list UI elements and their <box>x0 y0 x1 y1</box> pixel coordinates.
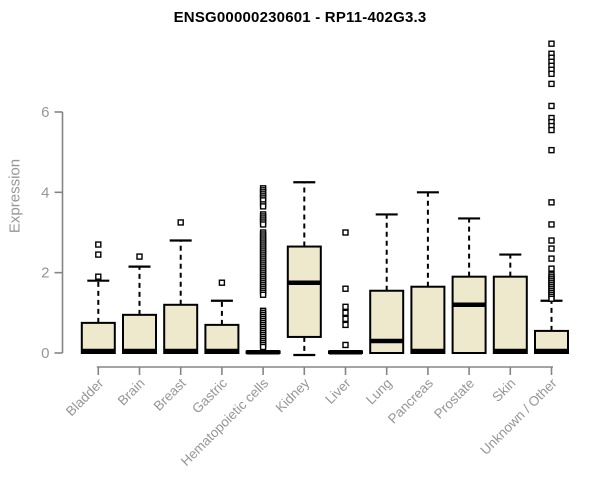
outlier-point <box>259 203 267 210</box>
outlier-point <box>342 229 349 236</box>
x-axis-label: Kidney <box>273 375 313 415</box>
box <box>163 303 199 354</box>
outlier-point <box>342 315 349 323</box>
x-axis-label: Pancreas <box>385 375 436 426</box>
outlier-point <box>136 253 143 260</box>
box <box>80 321 116 354</box>
outlier-point <box>342 309 349 317</box>
x-axis-label: Gastric <box>189 375 230 416</box>
box <box>122 313 157 354</box>
outlier-point <box>548 265 555 272</box>
x-axis-label: Bladder <box>63 375 107 419</box>
y-tick-label: 2 <box>41 265 49 282</box>
outlier-point <box>95 251 102 258</box>
outlier-point <box>342 341 349 349</box>
x-axis-label: Lung <box>363 376 395 408</box>
y-tick-label: 6 <box>41 104 49 121</box>
outlier-point <box>548 199 555 206</box>
x-axis-label: Liver <box>322 375 354 407</box>
box <box>492 275 528 354</box>
chart-title: ENSG00000230601 - RP11-402G3.3 <box>173 9 427 26</box>
x-axis-label: Brain <box>115 376 148 409</box>
outlier-point <box>548 255 555 262</box>
box <box>204 323 240 355</box>
outlier-point <box>95 273 102 280</box>
outlier-point <box>259 343 267 351</box>
x-axis-label: Prostate <box>431 376 477 422</box>
outlier-point <box>548 146 555 154</box>
outlier-point <box>548 126 555 134</box>
x-axis-label: Skin <box>489 376 518 405</box>
outlier-point <box>259 221 267 228</box>
outlier-point <box>548 221 555 228</box>
box <box>369 289 405 355</box>
outlier-point <box>548 102 555 110</box>
outlier-point <box>548 295 555 302</box>
box <box>286 245 322 338</box>
outlier-point <box>342 285 349 292</box>
x-axis-label: Breast <box>151 375 189 413</box>
x-axis-label: Unknown / Other <box>477 375 560 458</box>
outlier-point <box>342 303 349 311</box>
outlier-point <box>342 321 349 329</box>
y-tick-label: 0 <box>41 345 49 362</box>
y-tick-label: 4 <box>41 184 49 201</box>
outlier-point <box>95 241 102 248</box>
box <box>451 275 487 354</box>
outlier-point <box>548 237 555 244</box>
outlier-point <box>548 80 555 88</box>
outlier-point <box>548 245 555 252</box>
outlier-point <box>218 279 226 286</box>
outlier-point <box>259 291 267 298</box>
outlier-point <box>548 70 555 78</box>
outlier-point <box>177 219 184 226</box>
box <box>410 285 446 355</box>
outlier-point <box>548 40 555 47</box>
